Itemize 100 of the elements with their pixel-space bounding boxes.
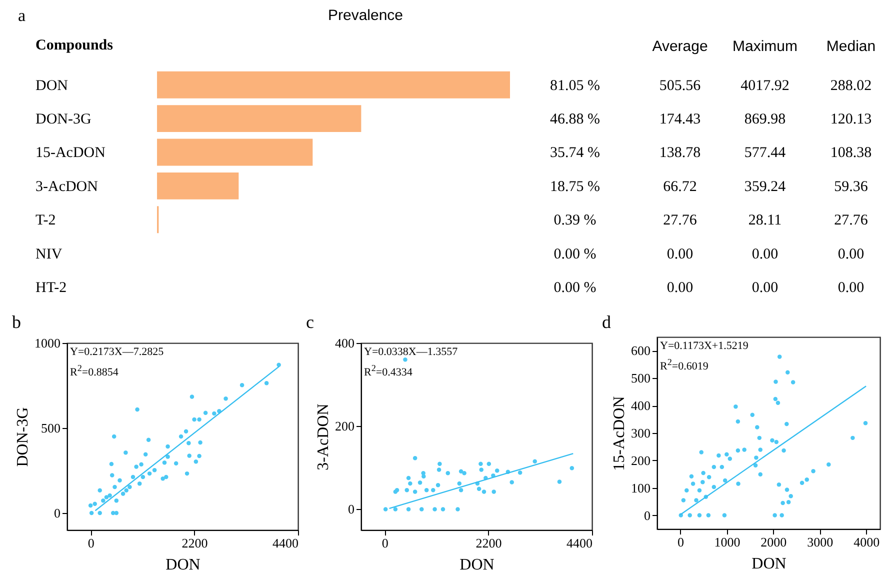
- point: [863, 421, 868, 426]
- point: [780, 500, 785, 506]
- point: [826, 462, 831, 467]
- point: [716, 453, 721, 458]
- point: [758, 448, 762, 452]
- bar: [157, 71, 510, 98]
- text: 0.00: [666, 280, 694, 296]
- text: Maximum: [732, 38, 798, 55]
- bar: [157, 138, 313, 166]
- data-label: 0.39 %: [554, 212, 596, 229]
- data-label: 0.00 %: [554, 246, 596, 262]
- point: [770, 438, 774, 443]
- point: [742, 448, 746, 452]
- data-label: 81.05 %: [550, 78, 600, 94]
- chart-title: Prevalence: [328, 7, 403, 24]
- point: [772, 513, 777, 518]
- x-tick-label: 4000: [854, 534, 880, 550]
- x-axis-title: DON: [460, 556, 495, 570]
- y-tick-label: 200: [335, 418, 354, 434]
- text: Average: [652, 38, 708, 55]
- x-tick-label: 2000: [760, 534, 787, 550]
- text: 59.36: [834, 178, 868, 195]
- text: 27.76: [663, 212, 698, 229]
- text: 4017.92: [740, 78, 790, 94]
- point: [784, 422, 789, 426]
- point: [688, 513, 692, 518]
- point: [722, 478, 728, 483]
- x-axis-title: DON: [166, 556, 201, 570]
- point: [681, 498, 686, 502]
- point: [753, 463, 758, 468]
- annotation: Y=0.0338X—1.3557: [364, 345, 458, 360]
- bar: [157, 105, 362, 132]
- point: [782, 448, 786, 453]
- point: [811, 469, 816, 474]
- text: 66.72: [663, 178, 697, 195]
- x-tick-label: 4400: [272, 536, 298, 550]
- bar: [157, 172, 239, 200]
- x-tick-label: 2200: [182, 536, 208, 550]
- x-axis-title: DON: [752, 556, 787, 570]
- y-tick-label: 500: [41, 420, 60, 436]
- y-tick-label: 400: [631, 398, 650, 414]
- y-tick-label: 200: [631, 452, 650, 468]
- point: [728, 456, 732, 461]
- text: 174.43: [659, 112, 701, 128]
- point: [790, 380, 796, 384]
- point: [786, 500, 791, 504]
- point: [712, 464, 716, 470]
- text: 120.13: [830, 112, 872, 128]
- text: d: [602, 312, 611, 333]
- text: 138.78: [659, 145, 701, 162]
- point: [780, 513, 784, 518]
- point: [786, 370, 790, 374]
- x-tick-label: 0: [382, 536, 388, 550]
- y-axis-title: Compounds: [36, 38, 114, 54]
- point: [757, 436, 762, 440]
- text: 0.00: [752, 280, 778, 296]
- point: [736, 419, 740, 424]
- point: [722, 513, 727, 518]
- y-tick-label: T-2: [36, 212, 56, 229]
- point: [777, 354, 782, 359]
- x-tick-label: 3000: [807, 534, 834, 550]
- data-label: 35.74 %: [550, 145, 600, 162]
- annotation: Y=0.1173X+1.5219: [660, 339, 748, 354]
- point: [706, 513, 711, 518]
- point: [736, 482, 740, 486]
- point: [701, 470, 706, 476]
- annotation: R$^{2}$=0.8854: [70, 362, 118, 381]
- y-tick-label: 0: [54, 506, 60, 520]
- point: [694, 498, 698, 502]
- x-tick-label: 1000: [714, 534, 740, 550]
- point: [774, 380, 778, 384]
- point: [788, 494, 793, 498]
- data-label: 46.88 %: [550, 112, 600, 128]
- y-tick-label: HT-2: [36, 280, 67, 296]
- point: [804, 478, 809, 482]
- text: 0.00: [838, 246, 864, 262]
- point: [734, 404, 738, 409]
- point: [750, 412, 754, 418]
- point: [690, 482, 696, 486]
- point: [850, 436, 855, 440]
- point: [800, 480, 804, 486]
- point: [754, 456, 758, 460]
- y-tick-label: 0: [644, 508, 650, 523]
- point: [724, 452, 729, 457]
- point: [700, 480, 705, 484]
- point: [784, 488, 790, 492]
- y-tick-label: DON-3G: [36, 112, 92, 128]
- annotation: Y=0.2173X—7.2825: [70, 345, 164, 360]
- annotation: R$^{2}$=0.6019: [660, 356, 708, 375]
- point: [699, 450, 704, 454]
- text: 0.00: [838, 280, 864, 296]
- point: [774, 440, 779, 444]
- text: 108.38: [830, 145, 872, 162]
- y-tick-label: 400: [335, 336, 354, 350]
- text: 27.76: [834, 212, 868, 229]
- y-tick-label: 500: [631, 370, 650, 386]
- point: [736, 448, 740, 453]
- point: [776, 400, 780, 405]
- y-tick-label: 100: [631, 480, 650, 496]
- y-tick-label: 1000: [34, 336, 60, 350]
